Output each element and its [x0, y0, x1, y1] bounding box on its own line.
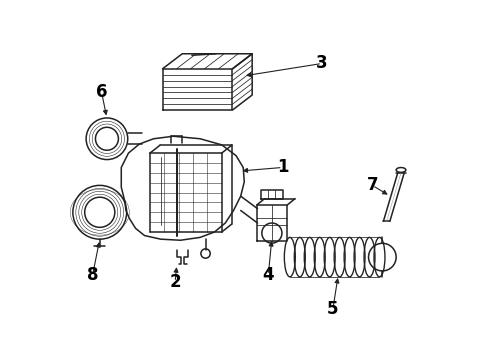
Text: 1: 1 [277, 158, 289, 176]
Text: 3: 3 [316, 54, 328, 72]
Text: 7: 7 [367, 176, 378, 194]
Text: 2: 2 [169, 273, 181, 291]
Text: 4: 4 [263, 266, 274, 284]
Text: 6: 6 [96, 83, 107, 101]
Text: 5: 5 [327, 300, 339, 318]
Text: 8: 8 [87, 266, 98, 284]
